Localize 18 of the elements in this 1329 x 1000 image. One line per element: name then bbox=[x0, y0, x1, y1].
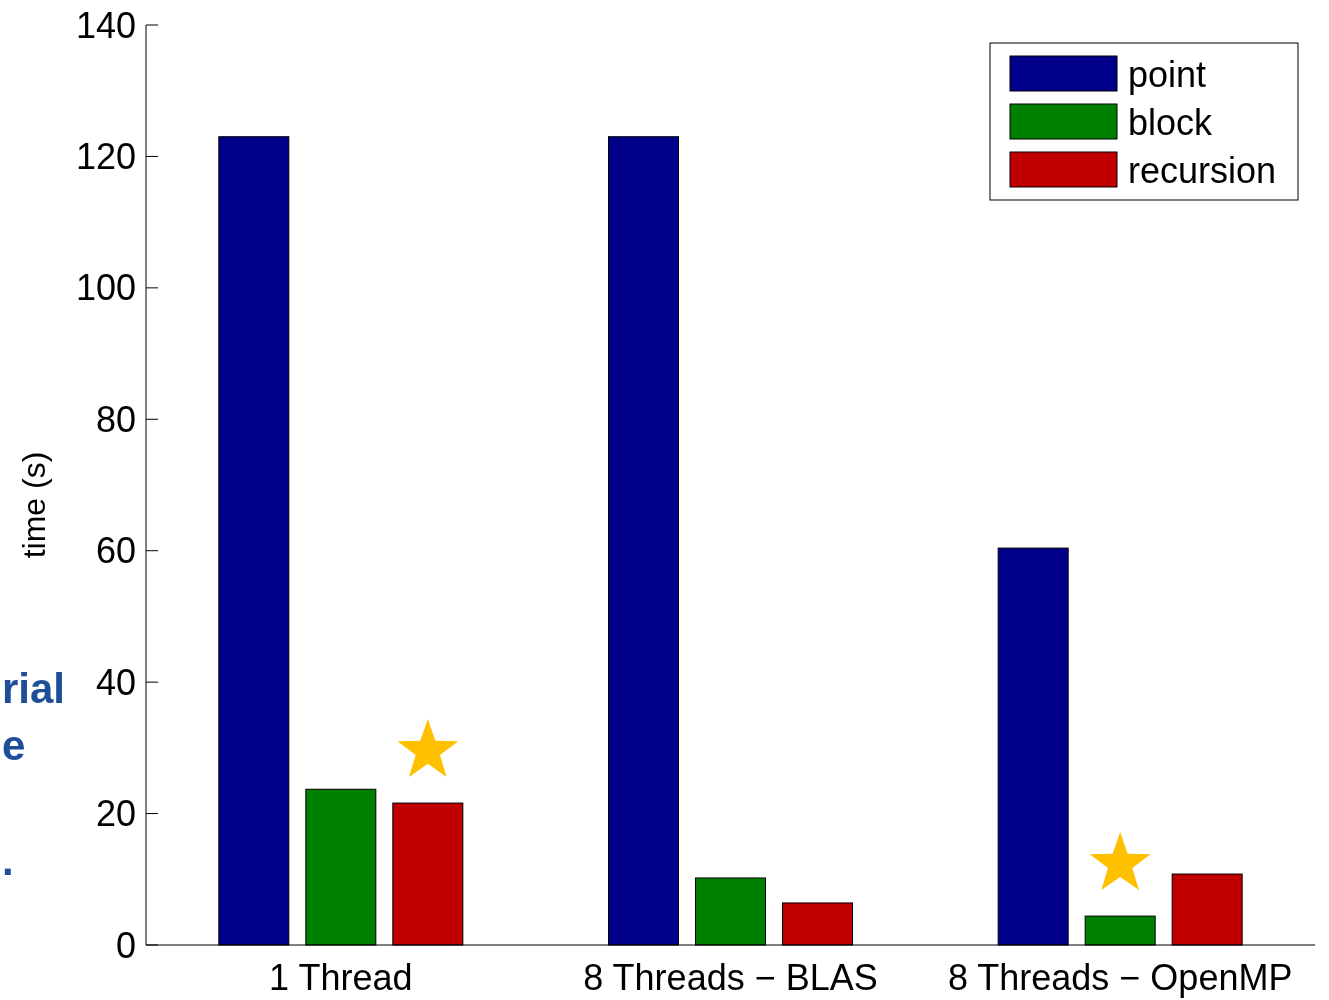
x-tick-label: 8 Threads − OpenMP bbox=[947, 957, 1293, 998]
text: . bbox=[2, 836, 14, 884]
y-axis-title: time (s) bbox=[16, 451, 52, 559]
legend-label: recursion bbox=[1128, 149, 1277, 191]
y-tick-label: 100 bbox=[75, 267, 136, 309]
y-tick-label: 20 bbox=[95, 793, 136, 835]
x-tick-label: 8 Threads − BLAS bbox=[583, 957, 878, 998]
y-tick-label: 80 bbox=[95, 398, 136, 440]
y-tick-label: 140 bbox=[75, 4, 136, 46]
y-tick-label: 120 bbox=[75, 136, 136, 178]
text: rial bbox=[2, 664, 66, 712]
y-tick-label: 40 bbox=[95, 661, 136, 703]
y-tick-label: 60 bbox=[95, 530, 136, 572]
legend-label: point bbox=[1128, 53, 1207, 95]
text: e bbox=[2, 721, 26, 769]
y-tick-label: 0 bbox=[115, 924, 136, 966]
legend-label: block bbox=[1128, 101, 1214, 143]
x-tick-label: 1 Thread bbox=[269, 957, 413, 998]
